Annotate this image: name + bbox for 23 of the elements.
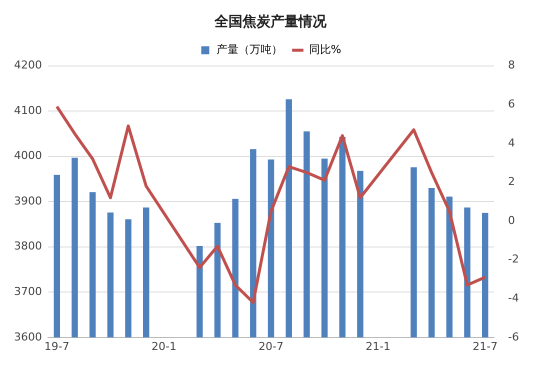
y-tick-label: 3900 bbox=[14, 194, 42, 208]
y2-tick-label: 0 bbox=[508, 214, 516, 227]
y-tick-label: 4100 bbox=[14, 104, 42, 117]
legend-label: 产量（万吨） bbox=[216, 43, 282, 56]
y2-tick-label: 2 bbox=[508, 175, 516, 188]
legend-label: 同比% bbox=[308, 43, 342, 56]
chart-title: 全国焦炭产量情况 bbox=[214, 13, 328, 30]
x-tick-label: 20-1 bbox=[151, 340, 176, 353]
x-tick-label: 21-7 bbox=[472, 340, 498, 353]
y2-tick-label: -6 bbox=[508, 330, 519, 344]
y2-tick-label: 4 bbox=[508, 136, 516, 150]
x-tick-label: 19-7 bbox=[44, 340, 70, 353]
y-tick-label: 4200 bbox=[14, 58, 42, 72]
y2-tick-label: 6 bbox=[508, 97, 516, 110]
y-tick-label: 4000 bbox=[14, 149, 42, 162]
x-tick-label: 20-7 bbox=[258, 340, 284, 353]
x-tick-label: 21-1 bbox=[366, 340, 391, 353]
y-tick-label: 3700 bbox=[14, 284, 42, 298]
y-tick-label: 3600 bbox=[14, 330, 42, 344]
y-tick-label: 3800 bbox=[14, 240, 42, 253]
y2-tick-label: 8 bbox=[508, 58, 516, 72]
y2-tick-label: -2 bbox=[508, 252, 519, 266]
y2-tick-label: -4 bbox=[508, 291, 519, 304]
